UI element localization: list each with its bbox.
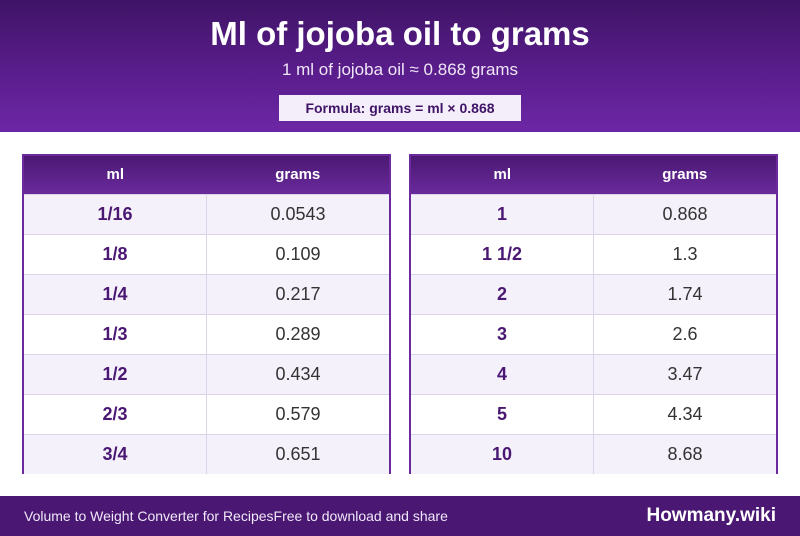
- table-row: 10 8.68: [411, 434, 776, 474]
- table-row: 5 4.34: [411, 394, 776, 434]
- ml-cell: 1/4: [24, 275, 207, 314]
- ml-cell: 2: [411, 275, 594, 314]
- grams-cell: 0.217: [207, 275, 389, 314]
- column-header-ml: ml: [24, 156, 207, 194]
- ml-cell: 1/16: [24, 195, 207, 234]
- table-header: ml grams: [411, 156, 776, 194]
- conversion-subtitle: 1 ml of jojoba oil ≈ 0.868 grams: [0, 60, 800, 80]
- grams-cell: 4.34: [594, 395, 776, 434]
- grams-cell: 0.109: [207, 235, 389, 274]
- footer-bar: Volume to Weight Converter for RecipesFr…: [0, 496, 800, 536]
- ml-cell: 3/4: [24, 435, 207, 474]
- ml-cell: 1 1/2: [411, 235, 594, 274]
- footer-note: Free to download and share: [274, 508, 448, 524]
- table-row: 2/3 0.579: [24, 394, 389, 434]
- column-header-ml: ml: [411, 156, 594, 194]
- table-row: 2 1.74: [411, 274, 776, 314]
- footer-text: Volume to Weight Converter for RecipesFr…: [24, 496, 448, 536]
- conversion-table-left: ml grams 1/16 0.0543 1/8 0.109 1/4 0.217 1/…: [22, 154, 391, 474]
- grams-cell: 3.47: [594, 355, 776, 394]
- table-row: 1 1/2 1.3: [411, 234, 776, 274]
- table-row: 1 0.868: [411, 194, 776, 234]
- table-row: 4 3.47: [411, 354, 776, 394]
- grams-cell: 2.6: [594, 315, 776, 354]
- formula-badge: Formula: grams = ml × 0.868: [279, 95, 521, 121]
- ml-cell: 1/8: [24, 235, 207, 274]
- column-header-grams: grams: [207, 156, 390, 194]
- ml-cell: 1: [411, 195, 594, 234]
- conversion-table-right: ml grams 1 0.868 1 1/2 1.3 2 1.74 3 2.6 4 3.4…: [409, 154, 778, 474]
- grams-cell: 0.434: [207, 355, 389, 394]
- grams-cell: 0.0543: [207, 195, 389, 234]
- grams-cell: 0.868: [594, 195, 776, 234]
- grams-cell: 0.651: [207, 435, 389, 474]
- table-row: 1/16 0.0543: [24, 194, 389, 234]
- ml-cell: 1/2: [24, 355, 207, 394]
- header-banner: Ml of jojoba oil to grams 1 ml of jojoba…: [0, 0, 800, 132]
- ml-cell: 4: [411, 355, 594, 394]
- grams-cell: 1.74: [594, 275, 776, 314]
- grams-cell: 0.289: [207, 315, 389, 354]
- brand-logo-text[interactable]: Howmany.wiki: [646, 496, 776, 536]
- table-row: 3/4 0.651: [24, 434, 389, 474]
- table-row: 1/8 0.109: [24, 234, 389, 274]
- ml-cell: 10: [411, 435, 594, 474]
- grams-cell: 1.3: [594, 235, 776, 274]
- ml-cell: 1/3: [24, 315, 207, 354]
- table-row: 1/3 0.289: [24, 314, 389, 354]
- ml-cell: 3: [411, 315, 594, 354]
- grams-cell: 8.68: [594, 435, 776, 474]
- table-header: ml grams: [24, 156, 389, 194]
- footer-tagline: Volume to Weight Converter for Recipes: [24, 508, 274, 524]
- table-row: 1/2 0.434: [24, 354, 389, 394]
- page-title: Ml of jojoba oil to grams: [0, 14, 800, 54]
- grams-cell: 0.579: [207, 395, 389, 434]
- table-row: 1/4 0.217: [24, 274, 389, 314]
- ml-cell: 5: [411, 395, 594, 434]
- ml-cell: 2/3: [24, 395, 207, 434]
- table-row: 3 2.6: [411, 314, 776, 354]
- column-header-grams: grams: [594, 156, 777, 194]
